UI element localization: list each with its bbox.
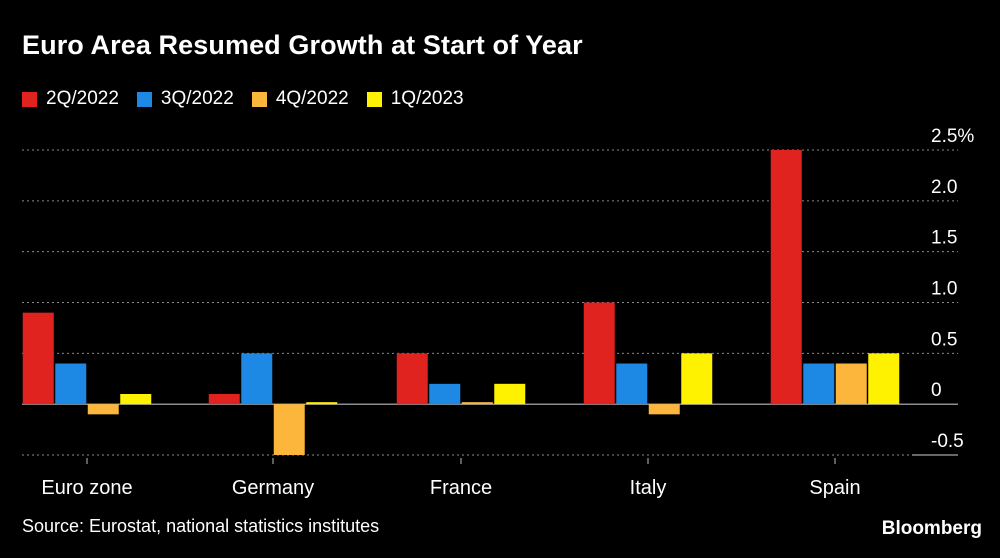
bar <box>306 402 338 405</box>
y-tick-label: 1.5 <box>931 228 957 249</box>
bar <box>461 402 493 405</box>
legend-label-2q2022: 2Q/2022 <box>46 88 119 109</box>
bar <box>616 363 648 405</box>
y-tick-label: 0 <box>931 380 942 401</box>
bar <box>241 353 273 405</box>
bar <box>583 302 615 405</box>
legend-swatch-1q2023 <box>366 91 382 107</box>
legend-swatch-3q2022 <box>136 91 152 107</box>
legend-label-4q2022: 4Q/2022 <box>275 88 349 109</box>
legend-item-4q2022: 4Q/2022 <box>251 88 349 110</box>
y-tick-label: 2.5% <box>931 126 974 147</box>
bar <box>273 404 305 455</box>
legend-item-1q2023: 1Q/2023 <box>366 88 464 110</box>
source-note: Source: Eurostat, national statistics in… <box>22 516 380 536</box>
x-tick-label: Spain <box>809 477 860 499</box>
bloomberg-logo: Bloomberg <box>881 518 982 539</box>
x-tick-label: Italy <box>630 477 667 499</box>
bar <box>494 383 526 405</box>
legend-item-3q2022: 3Q/2022 <box>136 88 234 110</box>
bar <box>868 353 900 405</box>
legend: 2Q/2022 3Q/2022 4Q/2022 1Q/2023 <box>22 88 464 110</box>
bar <box>770 150 802 405</box>
y-tick-label: 1.0 <box>931 279 957 300</box>
legend-swatch-2q2022 <box>22 91 37 107</box>
x-tick-label: France <box>430 477 492 499</box>
y-tick-label: 2.0 <box>931 177 957 198</box>
chart-title: Euro Area Resumed Growth at Start of Yea… <box>22 30 583 60</box>
legend-swatch-4q2022 <box>251 91 267 107</box>
bar <box>22 312 54 405</box>
legend-item-2q2022: 2Q/2022 <box>22 88 119 110</box>
legend-label-1q2023: 1Q/2023 <box>390 88 464 109</box>
bar <box>87 404 119 415</box>
bar <box>396 353 428 405</box>
bar <box>208 394 240 405</box>
bar <box>429 383 461 405</box>
bar <box>120 394 152 405</box>
bar <box>648 404 680 415</box>
x-tick-label: Germany <box>232 477 314 499</box>
bar <box>835 363 867 405</box>
legend-label-3q2022: 3Q/2022 <box>160 88 234 109</box>
bar <box>55 363 87 405</box>
y-tick-label: -0.5 <box>931 431 964 452</box>
y-tick-label: 0.5 <box>931 329 957 350</box>
x-tick-label: Euro zone <box>41 477 132 499</box>
bar <box>681 353 713 405</box>
bar <box>803 363 835 405</box>
